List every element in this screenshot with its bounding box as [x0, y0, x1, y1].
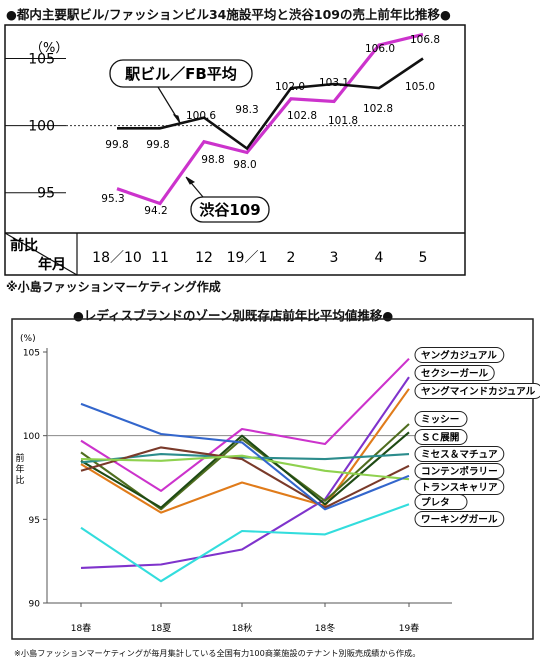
chart2-series-line-8	[80, 454, 410, 481]
chart1-y-tick-label: 100	[28, 119, 55, 135]
chart1-x-tick-label: 18／10	[92, 250, 142, 266]
chart2-side-label-char: 前	[15, 452, 24, 464]
chart2-x-tick-label: 19春	[399, 622, 419, 634]
chart2-x-tick-label: 18秋	[232, 622, 252, 634]
chart2-legend-label: プレタ	[421, 497, 450, 509]
chart2-legend-box	[414, 511, 505, 527]
chart1-header-diagonal	[4, 232, 78, 276]
chart2-legend-label: ヤングマインドカジュアル	[421, 386, 536, 398]
chart2-frame	[11, 318, 534, 640]
chart1-series-line-shibuya109	[116, 32, 424, 206]
chart1-x-tick-label: 11	[151, 250, 169, 266]
chart1-data-label-shibuya109: 106.8	[410, 34, 440, 46]
chart1-x-tick-label: 19／1	[227, 250, 268, 266]
chart2-series-line-9	[80, 402, 410, 511]
chart2-legend-box	[414, 411, 468, 427]
chart1-x-tick-label: 2	[287, 250, 296, 266]
chart2-y-tick-label: 95	[29, 516, 40, 526]
chart1-data-label-shibuya109: 98.0	[233, 159, 256, 171]
chart1-y-tick-label: 105	[28, 52, 55, 68]
chart2-y-tick-label: 105	[23, 349, 40, 359]
chart1-legend-arrow-ekibiru-fb	[172, 114, 181, 124]
chart1-data-label-shibuya109: 101.8	[328, 115, 358, 127]
chart1-data-label-ekibiru-fb: 100.6	[186, 110, 216, 122]
chart1-title: ●都内主要駅ビル/ファッションビル34施設平均と渋谷109の売上前年比推移●	[6, 7, 451, 22]
chart2-legend-box	[414, 446, 505, 462]
chart2-legend-label: ＳＣ展開	[421, 432, 459, 444]
chart1-data-label-ekibiru-fb: 105.0	[405, 81, 435, 93]
chart1-y-tick-label: 95	[37, 186, 55, 202]
chart2-y-tick-label: 100	[23, 432, 40, 442]
chart2-legend-label: コンテンポラリー	[421, 466, 498, 478]
chart2-legend-box	[414, 383, 540, 399]
chart2-legend-label: ワーキングガール	[421, 514, 498, 526]
chart2-legend-box	[414, 429, 468, 445]
chart2-legend-label: ヤングカジュアル	[421, 350, 497, 362]
chart2-legend-label: ミッシー	[421, 415, 459, 426]
chart2-x-tick-label: 18春	[71, 622, 91, 634]
chart1-data-label-shibuya109: 106.0	[365, 43, 395, 55]
chart2-series-line-7	[80, 446, 410, 509]
chart2-series-line-2	[80, 376, 410, 569]
chart2-x-tick-label: 18夏	[151, 623, 171, 634]
chart1-data-label-ekibiru-fb: 98.3	[235, 104, 258, 116]
chart2-legend-box	[414, 365, 495, 381]
chart1-data-label-ekibiru-fb: 103.1	[319, 77, 349, 89]
chart2-series-line-6	[80, 453, 410, 464]
chart1-frame	[4, 24, 466, 276]
chart1-data-label-shibuya109: 94.2	[144, 205, 167, 217]
chart2-side-label-char: 比	[15, 474, 24, 486]
chart2-series-line-1	[80, 357, 410, 492]
chart1-data-label-ekibiru-fb: 99.8	[146, 139, 169, 151]
chart2-source: ※小島ファッションマーケティングが毎月集計している全国有力100商業施設のテナン…	[14, 648, 421, 658]
chart1-legend-arrow-shibuya109	[185, 176, 196, 185]
chart1-data-label-shibuya109: 95.3	[101, 193, 124, 205]
chart1-series-line-ekibiru-fb	[117, 57, 424, 151]
chart2-legend-box	[414, 494, 468, 510]
chart2-legend-box	[414, 463, 505, 479]
chart1-header-col-label: 年月	[38, 256, 66, 273]
chart1-x-tick-label: 3	[330, 250, 339, 266]
chart1-legend-label-ekibiru-fb: 駅ビル／FB平均	[124, 65, 237, 83]
chart1-data-label-shibuya109: 102.8	[287, 110, 317, 122]
chart2-y-axis-label: (%)	[20, 334, 36, 344]
chart1-source: ※小島ファッションマーケティング作成	[6, 280, 221, 294]
chart1-legend-box-shibuya109	[190, 196, 270, 223]
chart2-series-line-3	[80, 388, 410, 514]
chart2-legend-label: トランスキャリア	[421, 483, 498, 494]
chart1-legend-label-shibuya109: 渋谷109	[199, 201, 260, 219]
chart2-series-line-5	[80, 431, 410, 509]
chart1-data-label-ekibiru-fb: 99.8	[105, 139, 128, 151]
chart1-x-tick-label: 5	[419, 250, 428, 266]
chart1-legend-box-ekibiru-fb	[109, 59, 253, 88]
chart1-data-label-shibuya109: 98.8	[201, 154, 224, 166]
chart1-y-axis-label: （%）	[30, 41, 68, 56]
chart2-legend-label: セクシーガール	[421, 368, 489, 380]
chart1-header-row-label: 前比	[10, 237, 38, 254]
chart1-x-tick-label: 4	[375, 250, 384, 266]
chart1-data-label-ekibiru-fb: 102.8	[363, 103, 393, 115]
chart1-data-label-ekibiru-fb: 102.0	[275, 81, 305, 93]
chart2-series-line-10	[80, 503, 410, 583]
chart2-legend-box	[414, 347, 505, 363]
chart2-series-line-4	[80, 423, 410, 511]
chart2-y-tick-label: 90	[29, 600, 41, 610]
chart2-legend-label: ミセス＆マチュア	[421, 450, 498, 461]
chart2-side-label-char: 年	[15, 463, 24, 475]
chart1-x-tick-label: 12	[195, 250, 213, 266]
chart2-x-tick-label: 18冬	[315, 622, 335, 634]
